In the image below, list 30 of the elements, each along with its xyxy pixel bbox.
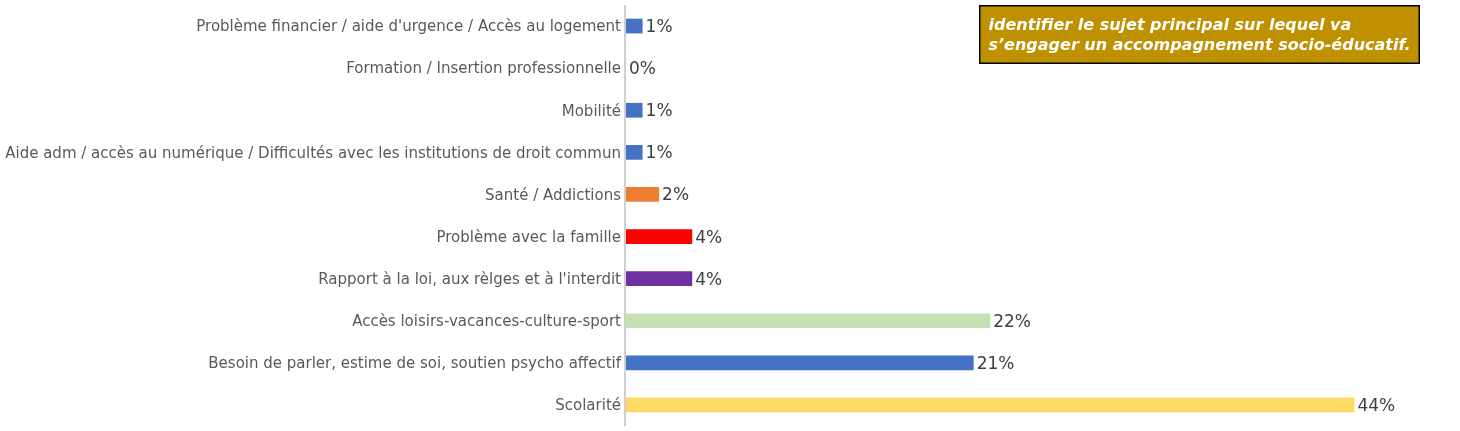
annotation: identifier le sujet principal sur lequel va s’engager un accompagnement socio-éducatif. bbox=[988, 14, 1411, 55]
bar bbox=[626, 229, 693, 244]
data-label: 1% bbox=[645, 142, 673, 163]
bar bbox=[626, 18, 643, 34]
y-tick-label: Mobilité bbox=[561, 101, 621, 120]
bar bbox=[626, 355, 974, 371]
bar bbox=[626, 144, 643, 160]
data-label: 4% bbox=[695, 226, 723, 247]
y-tick-label: Problème avec la famille bbox=[436, 227, 621, 246]
data-label: 1% bbox=[645, 100, 673, 121]
bar bbox=[626, 313, 991, 329]
data-label: 0% bbox=[629, 58, 656, 79]
y-tick-label: Problème financier / aide d'urgence / Accès au logement bbox=[196, 17, 622, 36]
y-tick-label: Santé / Addictions bbox=[485, 185, 622, 204]
data-label: 21% bbox=[976, 352, 1015, 373]
data-label: 2% bbox=[662, 184, 690, 205]
bar bbox=[626, 102, 643, 118]
data-label: 44% bbox=[1357, 394, 1396, 415]
bar bbox=[626, 397, 1355, 413]
data-label: 1% bbox=[645, 16, 673, 37]
data-label: 22% bbox=[993, 310, 1032, 331]
y-tick-label: Formation / Insertion professionnelle bbox=[346, 59, 621, 78]
y-tick-label: Accès loisirs-vacances-culture-sport bbox=[352, 312, 622, 330]
y-tick-label: Aide adm / accès au numérique / Difficultés avec les institutions de droit commun bbox=[5, 143, 621, 162]
y-tick-label: Rapport à la loi, aux rèlges et à l'interdit bbox=[318, 269, 622, 288]
y-tick-label: Scolarité bbox=[555, 396, 621, 415]
y-tick-label: Besoin de parler, estime de soi, soutien psycho affectif bbox=[208, 354, 622, 373]
bar bbox=[626, 271, 693, 287]
data-label: 4% bbox=[695, 268, 723, 289]
bar bbox=[626, 187, 660, 202]
